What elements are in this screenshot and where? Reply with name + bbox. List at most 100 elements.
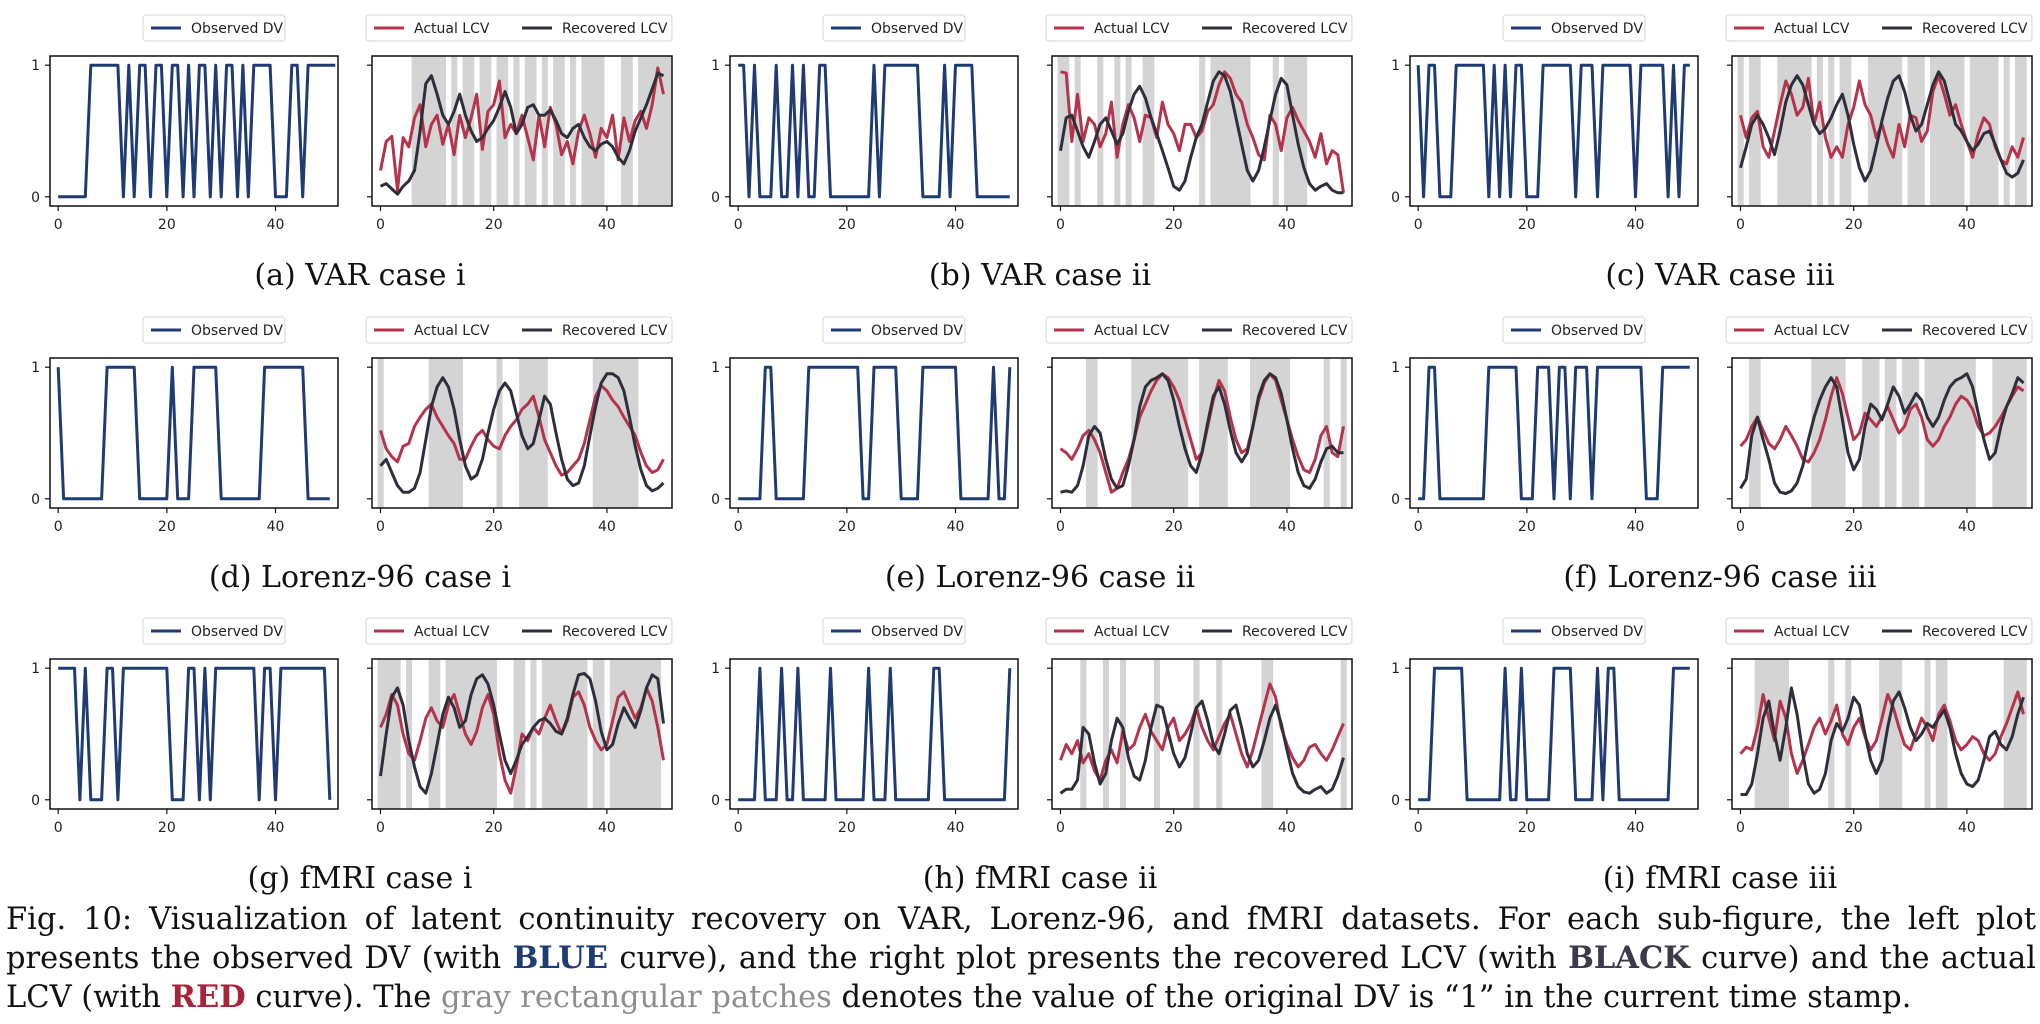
- dv-patch: [1748, 56, 1756, 206]
- dv-patch: [428, 358, 435, 508]
- dv-patch: [496, 358, 503, 508]
- dv-patch: [604, 358, 611, 508]
- subfigure-caption: (d) Lorenz-96 case i: [208, 560, 512, 595]
- dv-patch: [1238, 56, 1245, 206]
- legend: Observed DV: [142, 617, 286, 645]
- dv-patch: [581, 56, 588, 206]
- lcv-plot: 0 20 40: [1727, 357, 2033, 535]
- dv-patch: [621, 56, 628, 206]
- dv-patch: [1884, 56, 1891, 206]
- dv-patch: [609, 659, 616, 809]
- x-tick-label: 20: [485, 519, 503, 535]
- legend-label: Recovered LCV: [1922, 21, 2028, 37]
- plot-area: [1410, 56, 1698, 206]
- observed-dv-line: [1418, 666, 1690, 802]
- legend: Actual LCV Recovered LCV: [365, 316, 673, 344]
- dv-patch: [1210, 358, 1217, 508]
- dv-patch: [1935, 358, 1942, 508]
- x-tick-label: 40: [947, 217, 965, 233]
- legend: Actual LCV Recovered LCV: [1725, 14, 2033, 42]
- x-tick-label: 40: [1627, 217, 1645, 233]
- legend: Observed DV: [822, 617, 966, 645]
- dv-patch: [490, 659, 497, 809]
- dv-patch: [434, 358, 441, 508]
- dv-patch: [592, 659, 599, 809]
- x-tick-label: 20: [838, 820, 856, 836]
- dv-patch: [1227, 56, 1234, 206]
- dv-patch: [1958, 358, 1965, 508]
- legend: Actual LCV Recovered LCV: [365, 617, 673, 645]
- dv-patch: [643, 56, 650, 206]
- x-tick-label: 20: [1518, 820, 1536, 836]
- legend-label: Actual LCV: [1774, 21, 1850, 37]
- observed-dv-line: [1418, 365, 1690, 501]
- legend-label: Actual LCV: [1094, 323, 1170, 339]
- lcv-plot: 0 20 40: [1727, 55, 2033, 233]
- dv-patch: [1811, 358, 1818, 508]
- legend: Observed DV: [1502, 617, 1646, 645]
- dv-patch: [2020, 659, 2027, 809]
- axes-frame: [49, 357, 339, 509]
- dv-patch: [1805, 56, 1812, 206]
- lcv-plot: 0 20 40: [367, 55, 673, 233]
- dv-patch: [626, 659, 633, 809]
- dv-patch: [1153, 659, 1160, 809]
- dv-plot: 0 20 40 0 1: [1391, 658, 1699, 836]
- legend-frame: [142, 14, 286, 42]
- x-tick-label: 40: [598, 820, 616, 836]
- dv-patch: [2015, 659, 2022, 809]
- dv-patch: [1924, 358, 1931, 508]
- dv-patch: [2015, 358, 2022, 508]
- dv-patch: [1097, 56, 1104, 206]
- x-tick-label: 20: [158, 217, 176, 233]
- dv-patch: [485, 659, 492, 809]
- dv-patch: [1278, 358, 1285, 508]
- dv-patch: [468, 659, 475, 809]
- legend-label: Actual LCV: [414, 624, 490, 640]
- x-tick-label: 20: [1845, 820, 1863, 836]
- legend-label: Observed DV: [871, 624, 963, 640]
- subfigure-caption: (e) Lorenz-96 case ii: [884, 560, 1196, 595]
- x-tick-label: 0: [54, 217, 63, 233]
- dv-patch: [2003, 659, 2010, 809]
- dv-patch: [1284, 56, 1291, 206]
- caption-suffix: denotes the value of the original DV is …: [831, 980, 1912, 1015]
- axes-frame: [1731, 55, 2033, 207]
- lcv-plot: 0 20 40: [1047, 357, 1353, 535]
- legend-label: Recovered LCV: [562, 21, 668, 37]
- y-tick-label: 1: [31, 58, 40, 74]
- axes-frame: [729, 658, 1019, 810]
- legend: Observed DV: [142, 316, 286, 344]
- caption-prefix: Fig. 10: Visualization of latent continu…: [6, 902, 2036, 976]
- axes-frame: [1409, 357, 1699, 509]
- x-tick-label: 40: [1958, 519, 1976, 535]
- dv-patch: [439, 358, 446, 508]
- legend-frame: [1502, 617, 1646, 645]
- legend-label: Actual LCV: [1094, 21, 1170, 37]
- legend-label: Actual LCV: [1774, 624, 1850, 640]
- subfigure-caption: (c) VAR case iii: [1605, 258, 1835, 293]
- legend-frame: [822, 617, 966, 645]
- x-tick-label: 0: [1736, 217, 1745, 233]
- dv-patch: [428, 659, 435, 809]
- dv-patch: [660, 56, 667, 206]
- dv-patch: [1822, 358, 1829, 508]
- x-tick-label: 40: [267, 820, 285, 836]
- legend-frame: [365, 14, 673, 42]
- dv-patch: [575, 659, 582, 809]
- dv-patch: [1244, 56, 1251, 206]
- dv-patch: [615, 358, 622, 508]
- legend-frame: [365, 316, 673, 344]
- dv-patch: [632, 659, 639, 809]
- y-tick-label: 1: [711, 360, 720, 376]
- axes-frame: [1731, 357, 2033, 509]
- x-tick-label: 20: [158, 820, 176, 836]
- actual-lcv-line: [379, 384, 665, 477]
- x-tick-label: 40: [1958, 820, 1976, 836]
- x-tick-label: 20: [838, 519, 856, 535]
- dv-patch: [1969, 358, 1976, 508]
- legend-label: Actual LCV: [1774, 323, 1850, 339]
